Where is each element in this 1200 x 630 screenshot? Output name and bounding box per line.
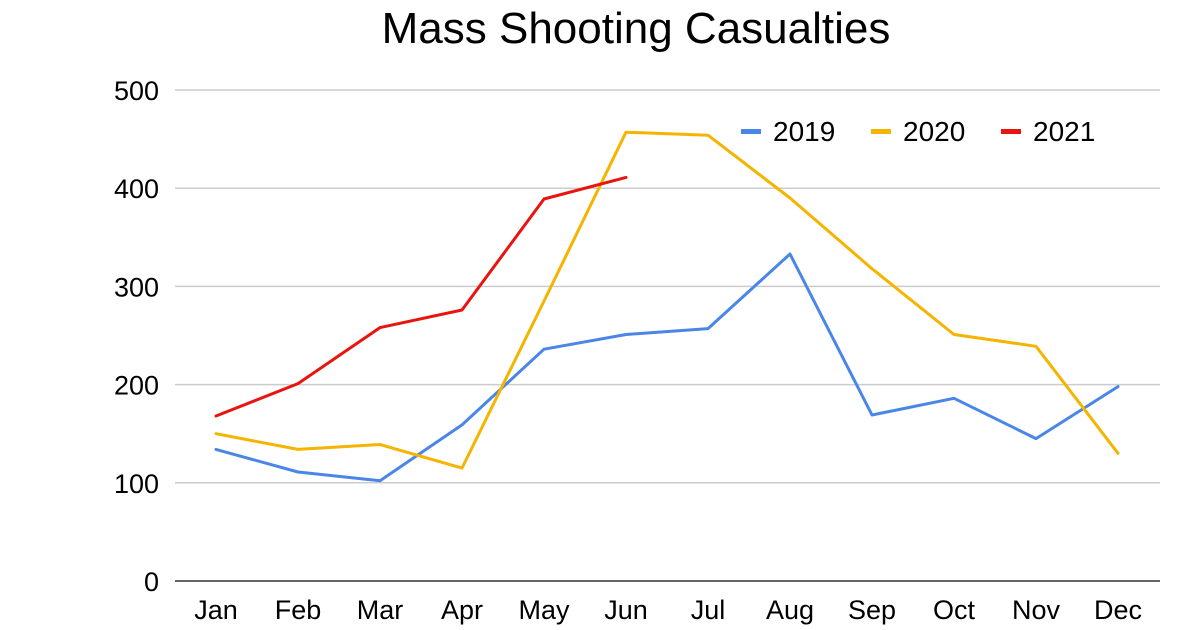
y-tick-label: 0	[144, 567, 159, 597]
legend-swatch-2020	[871, 129, 891, 134]
x-tick-label: Jun	[604, 595, 648, 625]
series-line-2020	[214, 130, 1120, 470]
legend-label-2020: 2020	[903, 116, 965, 147]
x-axis-ticks: Jan Feb Mar Apr May Jun Jul Aug Sep Oct Nov Dec	[194, 595, 1142, 625]
legend: 2019 2020 2021	[741, 116, 1095, 147]
x-tick-label: Jan	[194, 595, 238, 625]
legend-swatch-2021	[1001, 129, 1021, 134]
y-tick-label: 100	[114, 469, 159, 499]
legend-label-2021: 2021	[1033, 116, 1095, 147]
x-tick-label: May	[518, 595, 570, 625]
x-tick-label: Feb	[275, 595, 322, 625]
series-line-2019	[214, 252, 1120, 483]
x-tick-label: Dec	[1094, 595, 1142, 625]
chart-title: Mass Shooting Casualties	[382, 4, 891, 53]
grid-layer	[175, 89, 1160, 582]
y-tick-label: 500	[114, 76, 159, 106]
y-tick-label: 200	[114, 371, 159, 401]
legend-label-2019: 2019	[773, 116, 835, 147]
y-tick-label: 400	[114, 174, 159, 204]
series-layer	[214, 130, 1120, 483]
x-tick-label: Jul	[691, 595, 726, 625]
x-tick-label: Apr	[441, 595, 483, 625]
y-axis-ticks: 0 100 200 300 400 500	[114, 76, 159, 597]
x-tick-label: Sep	[848, 595, 896, 625]
series-line-2021	[214, 175, 628, 418]
legend-swatch-2019	[741, 129, 761, 134]
x-tick-label: Aug	[766, 595, 814, 625]
x-tick-label: Nov	[1012, 595, 1061, 625]
y-tick-label: 300	[114, 272, 159, 302]
x-tick-label: Oct	[933, 595, 976, 625]
x-tick-label: Mar	[357, 595, 404, 625]
